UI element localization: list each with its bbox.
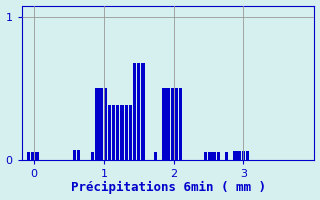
Bar — [129, 105, 132, 160]
Bar — [237, 151, 241, 160]
Bar — [225, 152, 228, 160]
Bar — [120, 105, 124, 160]
Bar — [166, 88, 170, 160]
Bar — [179, 88, 182, 160]
Bar — [246, 151, 249, 160]
Bar — [95, 88, 99, 160]
Bar — [91, 152, 94, 160]
Bar — [137, 63, 140, 160]
Bar — [27, 152, 30, 160]
Bar — [212, 152, 216, 160]
Bar — [175, 88, 178, 160]
Bar — [171, 88, 174, 160]
Bar — [108, 105, 111, 160]
Bar — [104, 88, 107, 160]
Bar — [162, 88, 165, 160]
X-axis label: Précipitations 6min ( mm ): Précipitations 6min ( mm ) — [70, 181, 266, 194]
Bar — [124, 105, 128, 160]
Bar — [154, 152, 157, 160]
Bar — [100, 88, 103, 160]
Bar — [112, 105, 115, 160]
Bar — [31, 152, 35, 160]
Bar — [133, 63, 136, 160]
Bar — [35, 152, 39, 160]
Bar — [233, 151, 236, 160]
Bar — [77, 150, 80, 160]
Bar — [141, 63, 145, 160]
Bar — [204, 152, 207, 160]
Bar — [116, 105, 119, 160]
Bar — [217, 152, 220, 160]
Bar — [73, 150, 76, 160]
Bar — [242, 151, 245, 160]
Bar — [208, 152, 212, 160]
